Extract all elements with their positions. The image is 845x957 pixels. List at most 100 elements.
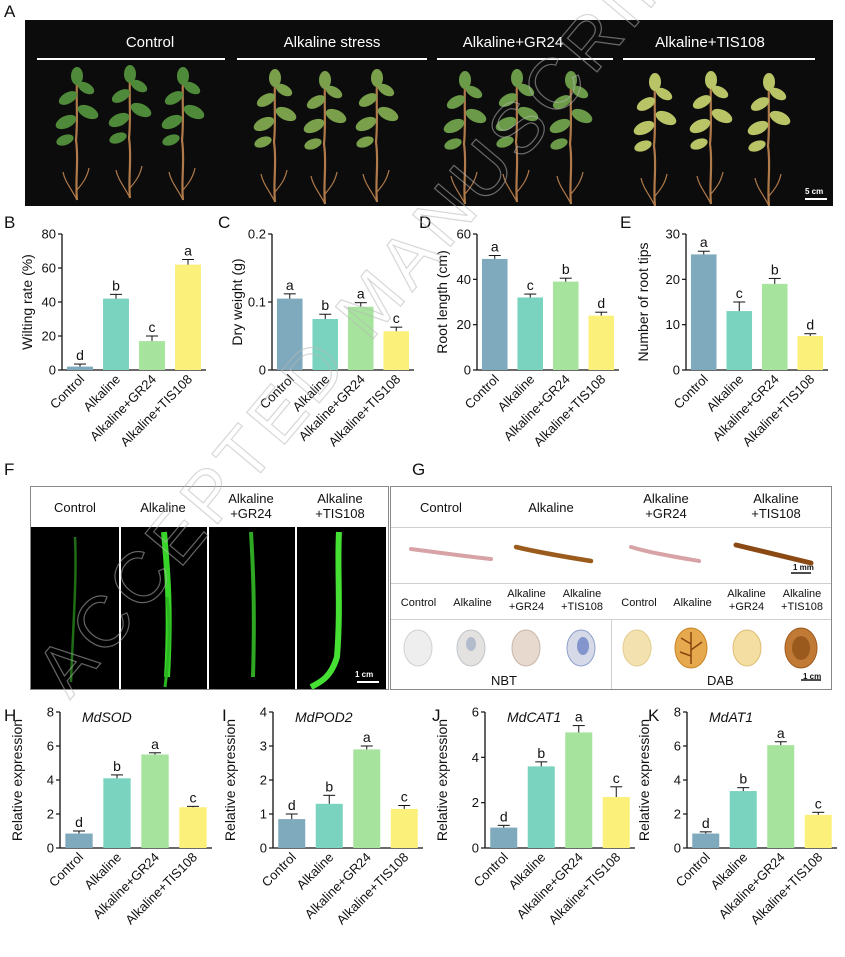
plant-photo-panel: Control Alkaline stress Alkaline+GR24 Al… [25,20,833,206]
panel-letter-d: D [419,213,432,232]
significance-letter: c [149,319,156,335]
bar-gr24 [552,281,579,370]
f-scale-bar [357,681,379,683]
g-divider-leaf [391,619,831,620]
y-tick-label: 20 [42,329,56,344]
significance-letter: c [190,789,197,805]
dab-label: DAB [707,673,734,688]
stained-roots [409,542,814,574]
scale-bar-5cm [805,198,827,200]
y-tick-label: 30 [666,227,680,242]
y-axis-label: Relative expression [434,719,450,841]
y-tick-label: 0.2 [248,227,266,242]
significance-letter: a [286,277,294,293]
y-tick-label: 20 [666,272,680,287]
y-tick-label: 2 [674,807,681,822]
y-tick-label: 2 [472,795,479,810]
y-tick-label: 40 [42,295,56,310]
category-label: Alkaline+GR24 [90,850,162,922]
bar-control [490,827,518,848]
bar-alkaline [726,311,753,370]
bar-gr24 [141,754,169,848]
bar-alkaline [729,791,757,848]
bar-tis108 [383,331,410,370]
y-axis-label: Relative expression [222,719,238,841]
y-tick-label: 0 [260,841,267,856]
panel-letter-k: K [648,706,660,725]
bar-tis108 [179,807,207,848]
y-tick-label: 4 [472,750,479,765]
group-label-gr24: Alkaline+GR24 [462,34,564,51]
y-tick-label: 6 [472,705,479,720]
significance-letter: c [401,789,408,805]
panel-letter-a: A [4,2,16,21]
category-label: Alkaline+GR24 [514,850,586,922]
bar-tis108 [588,315,615,370]
f-header-gr24: Alkaline +GR24 [228,491,274,521]
bar-control [276,298,303,370]
g-divider-mid [391,583,831,584]
g-header-gr24: Alkaline +GR24 [643,491,689,521]
y-tick-label: 60 [42,261,56,276]
significance-letter: b [562,261,570,277]
panel-letter-c: C [218,213,231,232]
g-leaf-header-alkaline-dab: Alkaline [673,597,712,609]
significance-letter: d [702,815,710,831]
y-tick-label: 0 [472,841,479,856]
y-tick-label: 3 [260,739,267,754]
y-axis-label: Relative expression [636,719,652,841]
significance-letter: c [527,277,534,293]
seedlings-illustration [52,63,794,206]
bar-tis108 [602,797,630,848]
g-divider-top [391,527,831,528]
y-tick-label: 6 [47,739,54,754]
y-tick-label: 60 [457,227,471,242]
significance-letter: c [613,770,620,786]
panel-letter-g: G [412,460,426,479]
y-tick-label: 80 [42,227,56,242]
y-axis-label: Dry weight (g) [229,258,245,345]
gene-title: MdCAT1 [507,709,561,725]
significance-letter: b [113,758,121,774]
significance-letter: c [736,285,743,301]
bar-tis108 [804,814,832,848]
y-tick-label: 8 [47,705,54,720]
g-leaf-header-control-nbt: Control [400,597,437,609]
y-tick-label: 2 [47,807,54,822]
scale-label-5cm: 5 cm [805,187,824,196]
significance-letter: a [151,736,159,752]
g-header-tis108: Alkaline +TIS108 [751,491,801,521]
significance-letter: d [500,808,508,824]
f-header-alkaline: Alkaline [140,500,186,515]
y-tick-label: 4 [47,773,54,788]
y-tick-label: 0 [674,841,681,856]
bar-alkaline [103,778,131,848]
y-axis-label: Wilting rate (%) [19,254,35,350]
category-label: Alkaline+GR24 [302,850,374,922]
group-line-tis108 [623,58,815,60]
bar-tis108 [175,264,201,370]
bar-tis108 [797,336,824,370]
stained-leaves [403,627,821,681]
significance-letter: a [357,286,365,302]
significance-letter: a [700,234,708,250]
significance-letter: b [325,778,333,794]
g-leaf-header-tis108-dab: Alkaline +TIS108 [781,588,823,613]
bar-alkaline [312,319,339,370]
significance-letter: c [815,795,822,811]
fluorescence-image: 1 cm [31,527,386,689]
panel-letter-f: F [4,460,15,479]
category-label: Alkaline+GR24 [716,850,788,922]
bar-gr24 [761,283,788,370]
y-tick-label: 0 [259,363,266,378]
f-header-tis108: Alkaline +TIS108 [315,491,365,521]
bar-alkaline [517,297,544,370]
bar-control [692,833,720,848]
g-leaf-scale-label: 1 cm [803,672,822,681]
y-tick-label: 0.1 [248,295,266,310]
